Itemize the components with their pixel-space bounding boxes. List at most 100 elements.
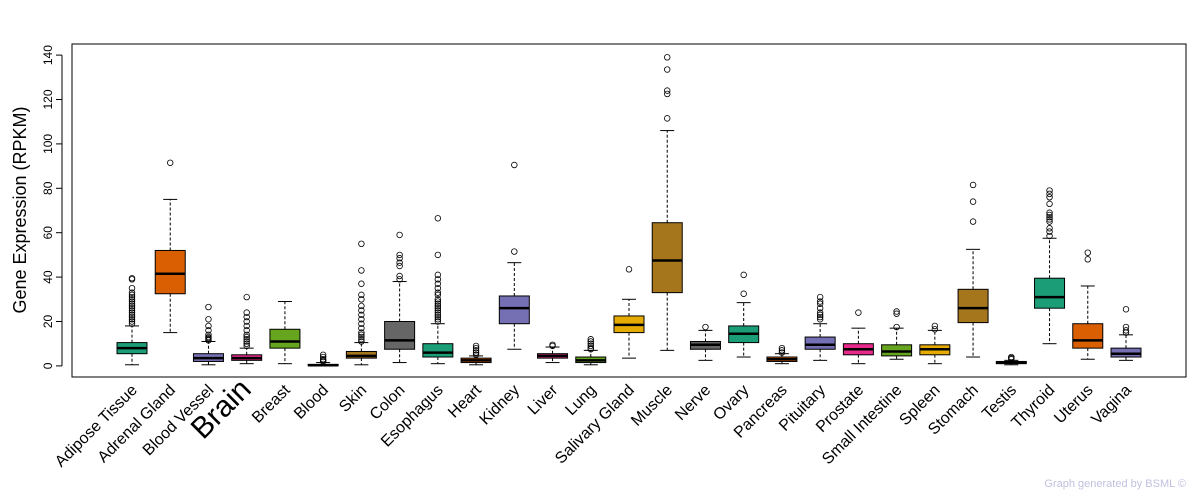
outlier-point	[434, 285, 442, 292]
outlier-point	[1008, 353, 1015, 361]
box-esophagus	[422, 215, 454, 365]
outlier-point	[396, 276, 403, 283]
outlier-point	[358, 336, 365, 343]
y-tick-label: 140	[41, 45, 55, 65]
x-tick-label: Vagina	[1088, 382, 1134, 428]
outlier-point	[969, 218, 977, 225]
outlier-point	[243, 333, 250, 341]
outlier-point	[434, 291, 442, 299]
outlier-point	[243, 340, 250, 347]
outlier-point	[358, 316, 365, 323]
box-brain	[231, 293, 263, 365]
outlier-point	[358, 329, 365, 336]
outlier-point	[358, 291, 365, 299]
outlier-point	[778, 347, 786, 354]
outlier-point	[587, 340, 594, 347]
outlier-point	[396, 255, 403, 262]
outlier-point	[472, 342, 480, 350]
outlier-point	[358, 331, 365, 339]
outlier-point	[205, 331, 212, 339]
outlier-point	[472, 347, 480, 354]
outlier-point	[243, 309, 250, 316]
outlier-point	[893, 308, 900, 315]
x-tick-label: Nerve	[672, 382, 714, 424]
outlier-point	[664, 115, 671, 122]
box-nerve	[689, 323, 721, 361]
outlier-point	[587, 342, 594, 350]
outlier-point	[472, 349, 480, 356]
box-skin	[345, 240, 377, 366]
box-salivary-gland	[613, 266, 645, 359]
outlier-point	[1122, 306, 1130, 313]
outlier-point	[358, 338, 365, 345]
outlier-point	[128, 293, 136, 301]
outlier-point	[434, 304, 442, 312]
outlier-point	[434, 298, 442, 305]
outlier-point	[893, 310, 900, 317]
outlier-point	[855, 309, 862, 316]
outlier-point	[1046, 200, 1053, 208]
outlier-point	[778, 349, 786, 356]
y-tick-label: 120	[41, 89, 55, 109]
outlier-point	[128, 318, 136, 325]
outlier-point	[128, 316, 136, 323]
y-tick-label: 0	[41, 362, 55, 369]
outlier-point	[128, 275, 136, 282]
iqr-box	[269, 328, 301, 349]
outlier-point	[243, 293, 250, 301]
y-axis: 0 20 40 60 80 100 120 140	[41, 45, 63, 369]
box-stomach	[957, 181, 989, 358]
y-axis-label: Gene Expression (RPKM)	[10, 106, 30, 313]
outlier-point	[740, 290, 747, 297]
outlier-point	[358, 296, 365, 303]
outlier-point	[319, 353, 327, 361]
outlier-point	[816, 298, 824, 305]
outlier-point	[205, 322, 212, 330]
outlier-point	[434, 300, 442, 307]
outlier-point	[243, 336, 250, 343]
x-tick-label: Liver	[525, 381, 562, 418]
outlier-point	[511, 161, 518, 169]
outlier-point	[358, 267, 365, 274]
box-uterus	[1072, 249, 1104, 360]
outlier-point	[128, 313, 136, 321]
iqr-box	[154, 249, 186, 295]
outlier-point	[1046, 211, 1053, 219]
box-colon	[384, 231, 416, 364]
outlier-point	[664, 66, 671, 73]
box-adrenal-gland	[154, 159, 186, 334]
outlier-point	[816, 309, 824, 316]
outlier-point	[1084, 249, 1091, 256]
outlier-point	[128, 309, 136, 316]
outlier-point	[358, 324, 365, 332]
outlier-point	[1046, 213, 1053, 221]
outlier-point	[816, 316, 824, 323]
outlier-point	[243, 313, 250, 321]
box-liver	[537, 341, 569, 364]
outlier-point	[1046, 218, 1053, 225]
outlier-point	[893, 323, 900, 331]
outlier-point	[358, 307, 365, 314]
outlier-point	[128, 311, 136, 319]
outlier-point	[969, 181, 977, 189]
box-ovary	[728, 271, 760, 358]
outlier-point	[434, 309, 442, 316]
x-tick-label: Uterus	[1051, 382, 1096, 427]
outlier-point	[434, 307, 442, 314]
outlier-point	[816, 300, 824, 307]
outlier-point	[128, 300, 136, 307]
outlier-point	[128, 298, 136, 305]
outlier-point	[434, 251, 442, 259]
box-adipose-tissue	[116, 275, 148, 366]
outlier-point	[1046, 190, 1053, 198]
outlier-point	[205, 327, 212, 334]
iqr-box	[422, 343, 454, 358]
outlier-point	[358, 280, 365, 287]
box-heart	[460, 342, 492, 366]
outlier-point	[969, 198, 977, 205]
outlier-point	[1046, 187, 1053, 194]
outlier-point	[587, 344, 594, 352]
outlier-point	[128, 304, 136, 312]
